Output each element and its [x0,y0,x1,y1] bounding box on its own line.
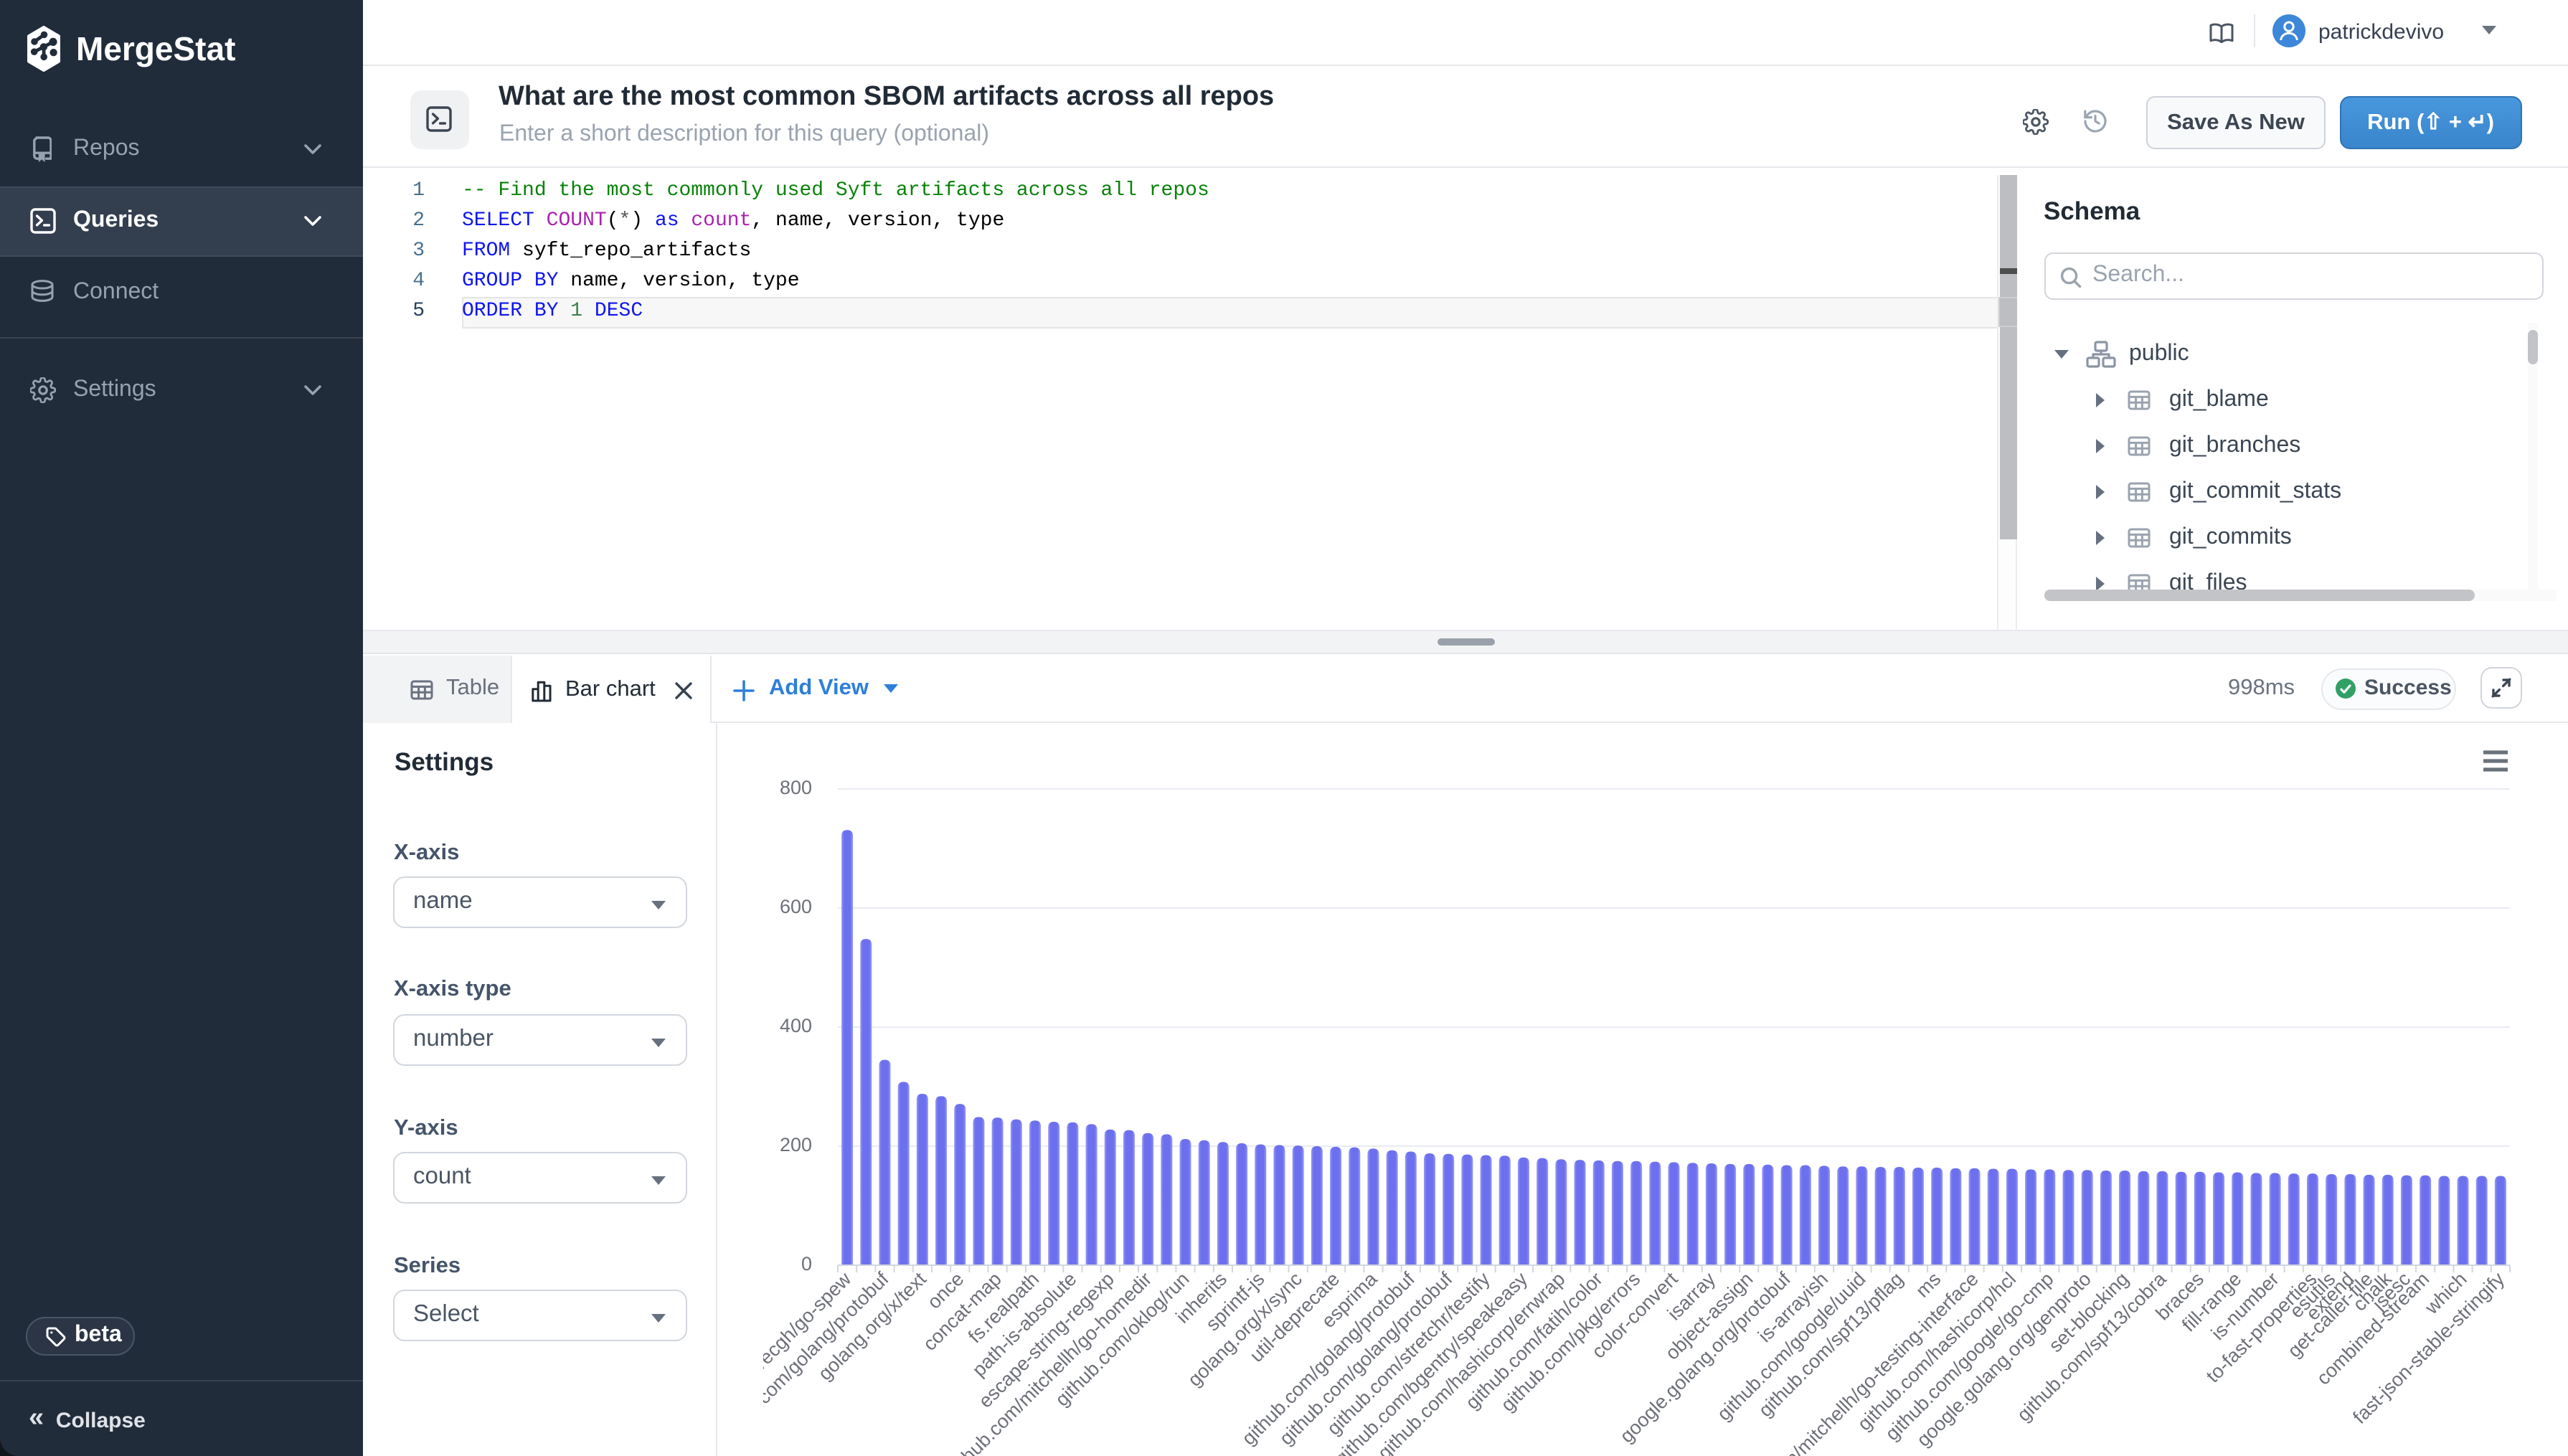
svg-text:200: 200 [779,1133,811,1155]
svg-text:800: 800 [779,776,811,798]
svg-text:0: 0 [801,1252,811,1274]
svg-text:600: 600 [779,895,811,917]
svg-text:400: 400 [779,1014,811,1036]
